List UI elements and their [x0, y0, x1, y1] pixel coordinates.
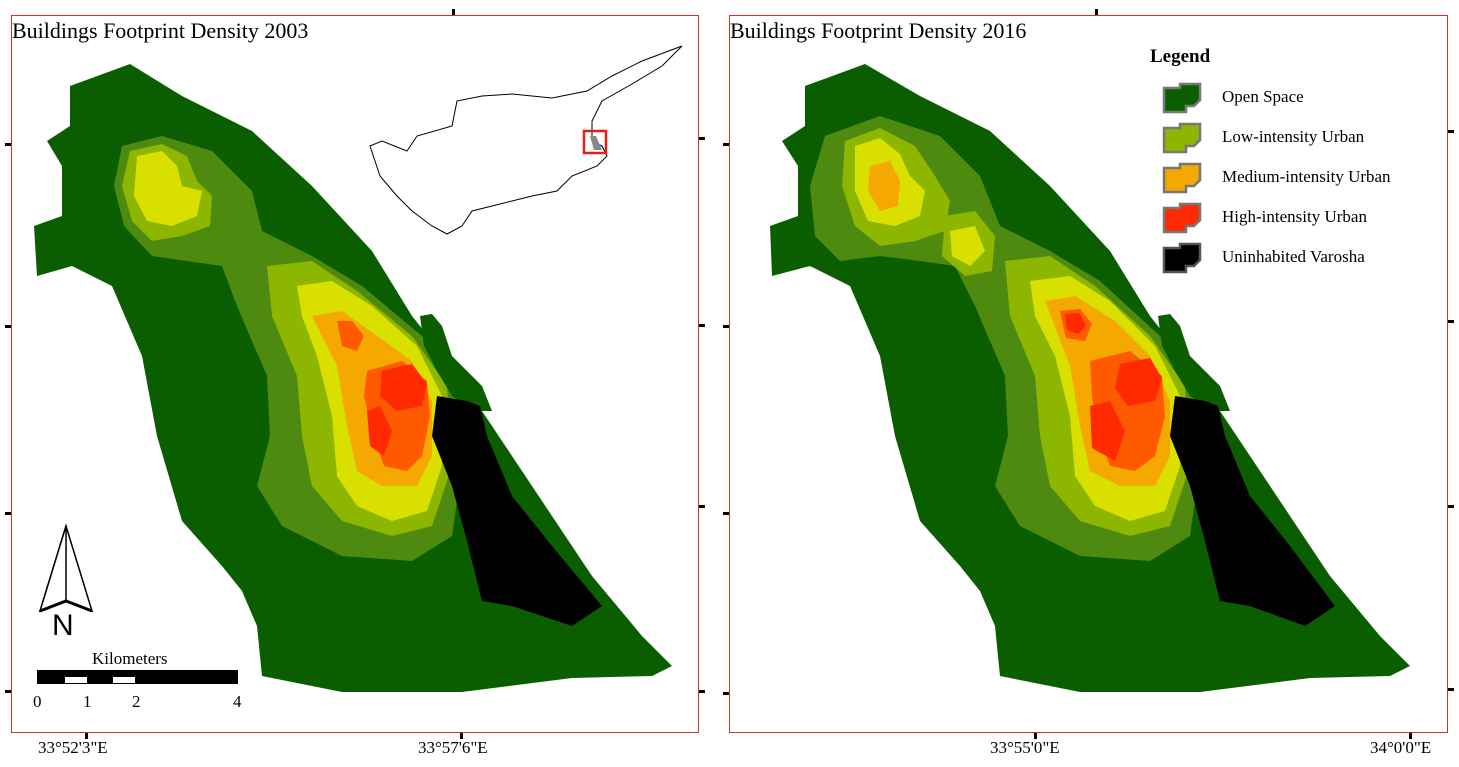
axis-tick — [699, 505, 705, 508]
axis-tick — [723, 692, 729, 695]
axis-tick — [460, 733, 463, 739]
legend-item-low-intensity-urban: Low-intensity Urban — [1162, 122, 1432, 154]
varosha-area — [432, 396, 602, 626]
axis-tick — [5, 143, 11, 146]
coastline — [420, 314, 492, 411]
panel-title-2003: Buildings Footprint Density 2003 — [12, 18, 309, 43]
axis-tick — [723, 512, 729, 515]
legend-item-high-intensity-urban: High-intensity Urban — [1162, 202, 1432, 234]
density-ring-6 — [1065, 313, 1162, 461]
legend-swatch — [1162, 122, 1202, 154]
axis-tick — [699, 690, 705, 693]
density-ring-6 — [367, 364, 427, 456]
axis-tick — [1034, 733, 1037, 739]
coord-label-right-1: 33°55'0"E — [990, 738, 1060, 757]
axis-tick — [5, 325, 11, 328]
panel-title-2016: Buildings Footprint Density 2016 — [730, 18, 1027, 43]
axis-tick — [1409, 733, 1412, 739]
legend-swatch — [1162, 242, 1202, 274]
scale-tick-2: 2 — [132, 692, 141, 711]
axis-tick — [5, 690, 11, 693]
scale-tick-0: 0 — [33, 692, 42, 711]
density-map-2016 — [770, 64, 1410, 692]
legend-item-medium-intensity-urban: Medium-intensity Urban — [1162, 162, 1432, 194]
axis-tick — [1448, 320, 1454, 323]
scale-tick-1: 1 — [83, 692, 92, 711]
north-arrow-icon — [38, 523, 94, 613]
axis-tick — [699, 324, 705, 327]
axis-tick — [723, 143, 729, 146]
inset-study-area — [590, 136, 602, 150]
map-panel-2016: Buildings Footprint Density 2016 Legend … — [729, 15, 1448, 733]
varosha-area — [1170, 396, 1335, 626]
inset-highlight-box — [582, 129, 608, 155]
axis-tick — [452, 9, 455, 15]
cyprus-inset-outline — [369, 45, 683, 235]
legend-swatch — [1162, 202, 1202, 234]
coastline — [1158, 314, 1230, 411]
coord-label-left-2: 33°57'6"E — [418, 738, 488, 757]
axis-tick — [5, 512, 11, 515]
scale-bar — [37, 670, 238, 684]
scale-tick-4: 4 — [233, 692, 242, 711]
axis-tick — [1448, 688, 1454, 691]
coord-label-right-2: 34°0'0"E — [1370, 738, 1432, 757]
legend-label: Open Space — [1222, 87, 1304, 106]
legend-label: Low-intensity Urban — [1222, 127, 1365, 146]
axis-tick — [1448, 130, 1454, 133]
legend-swatch — [1162, 82, 1202, 114]
legend-swatch — [1162, 162, 1202, 194]
north-arrow-label: N — [52, 609, 74, 642]
scale-bar-title: Kilometers — [92, 649, 168, 668]
legend-label: Uninhabited Varosha — [1222, 247, 1365, 266]
legend-title: Legend — [1150, 46, 1211, 67]
axis-tick — [1095, 9, 1098, 15]
axis-tick — [723, 325, 729, 328]
legend-item-open-space: Open Space — [1162, 82, 1432, 114]
map-panel-2003: Buildings Footprint Density 2003 N Kilom… — [11, 15, 699, 733]
legend-item-uninhabited-varosha: Uninhabited Varosha — [1162, 242, 1432, 274]
legend-label: Medium-intensity Urban — [1222, 167, 1391, 186]
axis-tick — [85, 733, 88, 739]
density-ring-5 — [1060, 309, 1165, 471]
coord-label-left-1: 33°52'3"E — [38, 738, 108, 757]
axis-tick — [699, 137, 705, 140]
legend-label: High-intensity Urban — [1222, 207, 1367, 226]
density-map-2003 — [34, 45, 683, 692]
axis-tick — [1448, 505, 1454, 508]
